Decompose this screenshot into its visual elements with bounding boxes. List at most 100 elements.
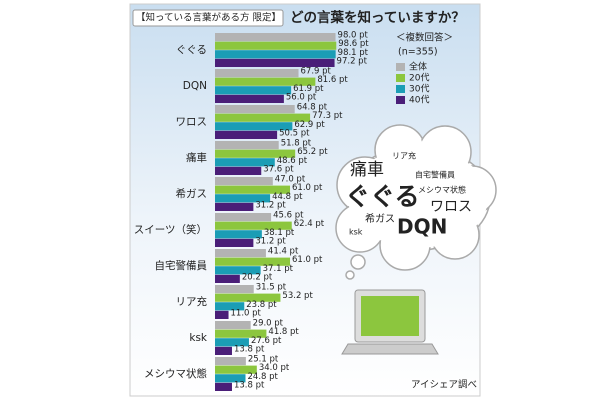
cloud-word: メシウマ状態 (418, 185, 466, 195)
laptop-base (341, 343, 439, 355)
source: アイシェア調べ (411, 379, 477, 391)
cloud-fill (432, 212, 478, 258)
cloud-fill (381, 221, 429, 269)
bar (215, 58, 335, 67)
bar (215, 50, 336, 59)
bar (215, 202, 254, 211)
cloud-fill (449, 167, 495, 213)
legend-swatch (396, 74, 405, 82)
category-label: 自宅警備員 (155, 259, 208, 272)
value-label: 67.9 pt (301, 67, 332, 77)
value-label: 47.0 pt (275, 175, 306, 185)
bar (215, 238, 254, 247)
legend-label: 40代 (409, 95, 429, 106)
value-label: 31.2 pt (255, 236, 286, 246)
bar (215, 249, 266, 258)
bar (215, 149, 296, 158)
cloud-word: 希ガス (365, 212, 395, 225)
value-label: 98.6 pt (338, 39, 369, 49)
value-label: 62.9 pt (294, 120, 325, 130)
value-label: 27.6 pt (251, 336, 282, 346)
bar (215, 177, 273, 186)
value-label: 38.1 pt (264, 228, 295, 238)
value-label: 77.3 pt (312, 111, 343, 121)
value-label: 20.2 pt (242, 272, 273, 282)
bar (215, 77, 316, 86)
cloud-word: ワロス (430, 199, 472, 215)
value-label: 25.1 pt (248, 355, 279, 365)
value-label: 62.4 pt (294, 219, 325, 229)
laptop-screen (361, 296, 419, 336)
category-label: 痛車 (186, 151, 207, 164)
value-label: 81.6 pt (317, 75, 348, 85)
category-label: ksk (189, 332, 208, 344)
bar (215, 257, 291, 266)
bar (215, 365, 257, 374)
category-label: スイーツ（笑） (134, 223, 207, 236)
bar (215, 346, 232, 355)
value-label: 37.6 pt (263, 164, 294, 174)
cloud-word: 自宅警備員 (415, 170, 455, 180)
value-label: 50.5 pt (279, 128, 310, 138)
bar (215, 105, 295, 114)
value-label: 41.8 pt (268, 327, 299, 337)
bar (215, 374, 246, 383)
cloud-word: ぐぐる (345, 182, 420, 211)
value-label: 56.0 pt (286, 92, 317, 102)
value-label: 51.8 pt (281, 139, 312, 149)
value-label: 29.0 pt (253, 319, 284, 329)
bar (215, 141, 279, 150)
value-label: 37.1 pt (263, 264, 294, 274)
bar (215, 194, 271, 203)
legend-swatch (396, 63, 405, 71)
cloud-fill (338, 158, 392, 212)
value-label: 11.0 pt (231, 308, 262, 318)
value-label: 98.1 pt (338, 48, 369, 58)
bar (215, 69, 299, 78)
value-label: 61.9 pt (293, 84, 324, 94)
legend-label: 30代 (409, 84, 429, 95)
bar (215, 94, 284, 103)
bar (215, 293, 281, 302)
legend-swatch (396, 85, 405, 93)
category-label: 希ガス (176, 187, 208, 200)
category-label: ぐぐる (176, 44, 207, 56)
value-label: 31.2 pt (255, 200, 286, 210)
cloud-fill (376, 126, 424, 174)
note: ＜複数回答＞ (396, 32, 453, 44)
value-label: 34.0 pt (259, 363, 290, 373)
value-label: 24.8 pt (248, 372, 279, 382)
bar (215, 357, 246, 366)
value-label: 98.0 pt (338, 31, 369, 41)
bar (215, 338, 249, 347)
value-label: 65.2 pt (297, 147, 328, 157)
bar (215, 158, 275, 167)
legend-label: 20代 (409, 73, 429, 84)
value-label: 13.8 pt (234, 380, 265, 390)
bar (215, 329, 267, 338)
value-label: 61.0 pt (292, 183, 323, 193)
bar (215, 310, 229, 319)
subtitle-box (132, 9, 284, 27)
value-label: 97.2 pt (337, 56, 368, 66)
bar (215, 302, 245, 311)
bar (215, 230, 262, 239)
bar (215, 274, 240, 283)
bar (215, 382, 232, 391)
bar (215, 221, 292, 230)
bar (215, 321, 251, 330)
bar (215, 266, 261, 275)
value-label: 53.2 pt (282, 291, 313, 301)
cloud-word: DQN (397, 215, 447, 239)
category-label: DQN (183, 80, 207, 92)
category-label: ワロス (176, 116, 208, 128)
value-label: 44.8 pt (272, 192, 303, 202)
legend-swatch (396, 96, 405, 104)
category-label: リア充 (176, 295, 208, 308)
cloud-word: ksk (349, 228, 363, 237)
bar (215, 122, 293, 131)
bar (215, 41, 337, 50)
value-label: 45.6 pt (273, 211, 304, 221)
value-label: 61.0 pt (292, 255, 323, 265)
